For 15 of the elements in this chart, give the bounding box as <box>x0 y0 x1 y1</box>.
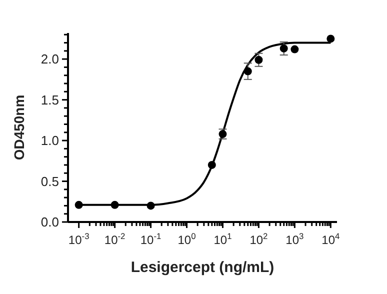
x-tick-label: 10$^{-1}$ <box>140 231 162 247</box>
y-tick-label: 1.0 <box>40 133 59 148</box>
x-axis-title: Lesigercept (ng/mL) <box>130 259 274 276</box>
x-tick-label: 10$^{1}$ <box>214 231 232 247</box>
y-tick-label: 0.0 <box>40 214 59 230</box>
x-tick-label: 10$^{-3}$ <box>68 231 90 247</box>
x-tick-label: 10$^{3}$ <box>286 231 304 247</box>
y-tick-label: 0.5 <box>40 174 59 189</box>
x-tick-label: 10$^{0}$ <box>178 231 196 247</box>
y-tick-label: 1.5 <box>40 92 59 108</box>
y-axis-title: OD450nm <box>11 94 27 160</box>
y-tick-label: 2.0 <box>40 52 59 67</box>
x-tick-label: 10$^{2}$ <box>250 231 268 247</box>
x-tick-label: 10$^{-2}$ <box>104 231 126 247</box>
x-tick-label: 10$^{4}$ <box>322 231 340 247</box>
